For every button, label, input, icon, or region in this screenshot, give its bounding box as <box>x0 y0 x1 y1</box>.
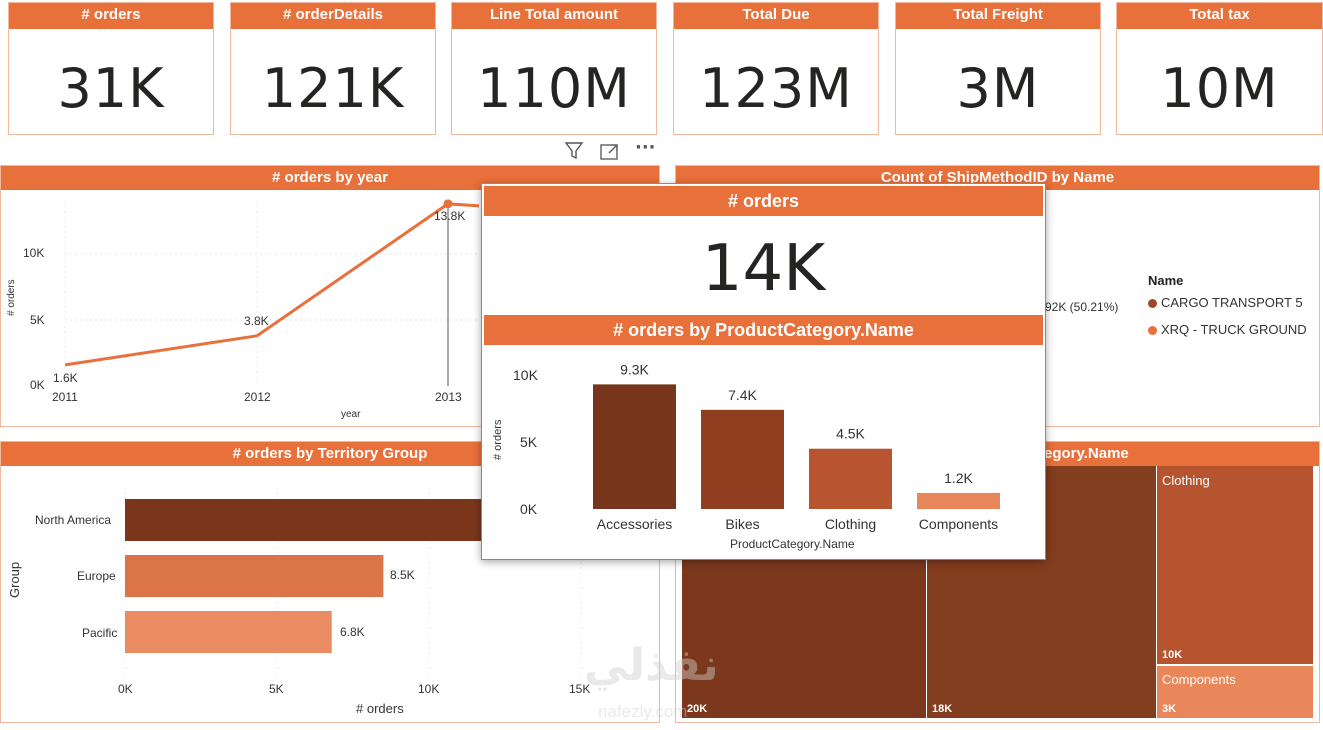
x-tick: 15K <box>569 682 591 696</box>
category-label: North America <box>35 513 112 527</box>
y-axis-label: # orders <box>6 279 17 316</box>
x-axis-label: year <box>341 409 361 420</box>
kpi-value: 3M <box>956 57 1040 120</box>
y-tick: 5K <box>30 313 45 327</box>
kpi-card-total-freight[interactable]: Total Freight 3M <box>895 2 1101 135</box>
tile-value: 3K <box>1162 703 1177 715</box>
data-label: 9.3K <box>620 361 649 377</box>
kpi-title: Line Total amount <box>452 3 656 29</box>
y-tick: 10K <box>513 367 538 383</box>
kpi-value: 121K <box>261 57 405 120</box>
x-axis-label: # orders <box>356 701 404 716</box>
y-tick: 10K <box>23 246 45 260</box>
kpi-value: 123M <box>699 57 853 120</box>
category-label: Components <box>919 516 998 532</box>
y-tick: 0K <box>30 378 45 392</box>
visual-toolbar: ··· <box>563 137 663 163</box>
x-tick: 2012 <box>244 390 271 404</box>
x-tick: 10K <box>418 682 440 696</box>
kpi-card-orders[interactable]: # orders 31K <box>8 2 214 135</box>
tooltip-kpi-value: 14K <box>701 232 826 306</box>
kpi-title: Total Due <box>674 3 878 29</box>
tooltip-popup: # orders 14K # orders by ProductCategory… <box>481 183 1046 560</box>
kpi-title: # orderDetails <box>231 3 435 29</box>
legend-title: Name <box>1148 273 1184 288</box>
kpi-card-line-total[interactable]: Line Total amount 110M <box>451 2 657 135</box>
x-tick: 0K <box>118 682 133 696</box>
tile-value: 20K <box>687 703 708 715</box>
category-label: Clothing <box>825 516 876 532</box>
watermark-arabic: نفذلي <box>584 640 719 691</box>
year-line-plot <box>64 199 480 386</box>
bar[interactable] <box>917 492 1000 509</box>
focus-mode-icon[interactable] <box>599 141 621 163</box>
treemap-tile-clothing[interactable]: Clothing 10K <box>1157 466 1313 664</box>
bar[interactable] <box>125 611 332 653</box>
x-tick: 2013 <box>435 390 462 404</box>
filter-icon[interactable] <box>563 140 585 162</box>
kpi-value: 31K <box>57 57 165 120</box>
bar[interactable] <box>125 555 384 597</box>
kpi-title: Total tax <box>1117 3 1322 29</box>
legend-marker <box>1148 326 1157 335</box>
x-tick: 5K <box>269 682 284 696</box>
bar[interactable] <box>701 409 784 509</box>
data-point[interactable] <box>443 199 453 209</box>
data-label: 3.8K <box>244 314 269 328</box>
bar[interactable] <box>593 384 676 509</box>
kpi-title: Total Freight <box>896 3 1100 29</box>
data-label: 4.5K <box>836 426 865 442</box>
legend-label: CARGO TRANSPORT 5 <box>1161 295 1303 310</box>
slice-data-label: 92K (50.21%) <box>1045 300 1119 314</box>
data-label: 8.5K <box>390 568 415 582</box>
category-label: Accessories <box>597 516 672 532</box>
category-label: Bikes <box>725 516 759 532</box>
bar[interactable] <box>809 448 892 509</box>
kpi-title: # orders <box>9 3 213 29</box>
category-label: Europe <box>77 569 116 583</box>
watermark-latin: nafezly.com <box>598 702 688 721</box>
legend-marker <box>1148 299 1157 308</box>
data-label: 13.8K <box>434 209 466 223</box>
data-label: 1.2K <box>944 470 973 486</box>
y-axis-label: Group <box>7 561 22 598</box>
watermark-logo: نفذلي nafezly.com <box>578 640 748 730</box>
y-axis-label: # orders <box>492 419 504 460</box>
data-label: 7.4K <box>728 387 757 403</box>
tile-value: 10K <box>1162 649 1183 661</box>
x-tick: 2011 <box>52 390 78 404</box>
more-options-icon[interactable]: ··· <box>635 137 656 158</box>
y-tick: 0K <box>520 501 538 517</box>
treemap-tile-components[interactable]: Components 3K <box>1157 666 1313 718</box>
category-label: Pacific <box>82 626 118 640</box>
tile-label: Clothing <box>1162 473 1210 488</box>
kpi-value: 110M <box>477 57 631 120</box>
tooltip-chart-title: # orders by ProductCategory.Name <box>484 315 1043 345</box>
kpi-card-total-tax[interactable]: Total tax 10M <box>1116 2 1323 135</box>
tooltip-kpi-title: # orders <box>484 186 1043 216</box>
data-label: 1.6K <box>53 371 78 385</box>
kpi-value: 10M <box>1160 57 1279 120</box>
category-bar-plot: 9.3K Accessories 7.4K Bikes 4.5K Clothing 1.2K… <box>593 361 1000 532</box>
y-tick: 5K <box>520 434 538 450</box>
kpi-card-total-due[interactable]: Total Due 123M <box>673 2 879 135</box>
tile-label: Components <box>1162 672 1236 687</box>
x-axis-label: ProductCategory.Name <box>730 537 855 551</box>
legend-label: XRQ - TRUCK GROUND <box>1161 322 1307 337</box>
data-label: 6.8K <box>340 625 365 639</box>
series-line <box>64 202 480 367</box>
tile-value: 18K <box>932 703 953 715</box>
kpi-card-order-details[interactable]: # orderDetails 121K <box>230 2 436 135</box>
orders-by-territory-chart[interactable]: # orders by Territory Group Group North … <box>0 441 660 723</box>
